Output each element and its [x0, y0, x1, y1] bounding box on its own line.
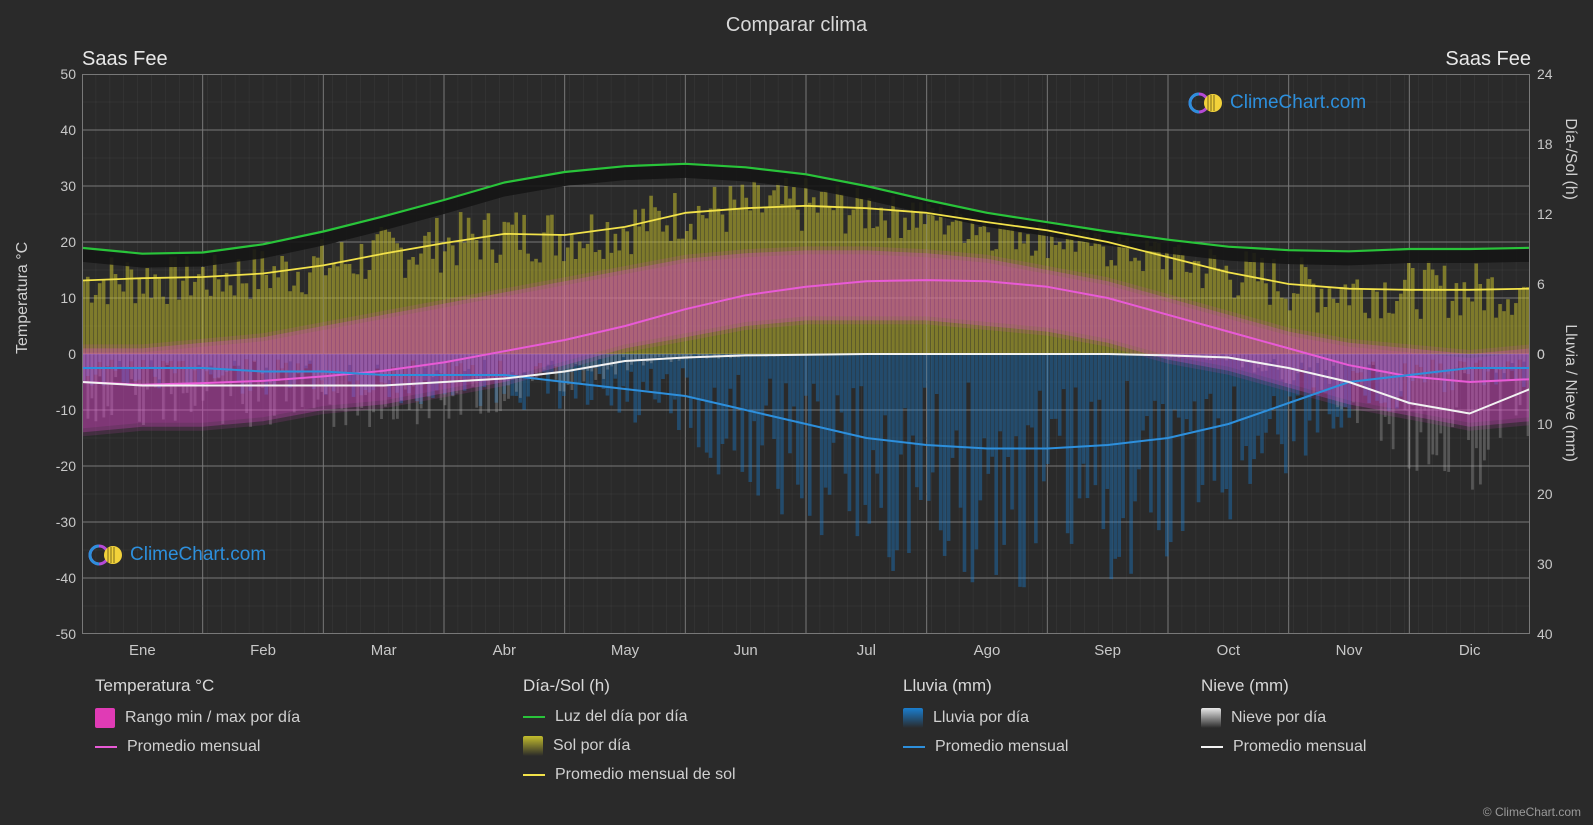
xtick-month: Abr	[484, 642, 524, 659]
legend-label: Promedio mensual	[1233, 738, 1366, 756]
location-label-left: Saas Fee	[82, 48, 168, 71]
legend-swatch	[903, 708, 923, 728]
legend-column: Día-/Sol (h) Luz del día por día Sol por d…	[523, 676, 903, 784]
chart-container: Comparar clima Saas Fee Saas Fee Tempera…	[0, 0, 1593, 825]
xtick-month: Nov	[1329, 642, 1369, 659]
xtick-month: Dic	[1450, 642, 1490, 659]
ytick-left: 50	[48, 66, 76, 82]
legend-label: Nieve por día	[1231, 709, 1326, 727]
legend-item: Sol por día	[523, 736, 903, 756]
ytick-right-day: 12	[1537, 206, 1561, 222]
y-axis-label-left: Temperatura °C	[14, 242, 32, 354]
logo-text: ClimeChart.com	[1230, 92, 1366, 114]
legend-label: Promedio mensual	[127, 738, 260, 756]
legend-column: Lluvia (mm) Lluvia por día Promedio mensua…	[903, 676, 1201, 784]
legend-heading: Lluvia (mm)	[903, 676, 1201, 696]
legend-column: Nieve (mm) Nieve por día Promedio mensual	[1201, 676, 1481, 784]
y-axis-label-right-daylight: Día-/Sol (h)	[1561, 118, 1579, 200]
legend-swatch	[903, 746, 925, 748]
xtick-month: Jun	[726, 642, 766, 659]
ytick-left: -50	[48, 626, 76, 642]
legend-heading: Nieve (mm)	[1201, 676, 1481, 696]
legend-label: Lluvia por día	[933, 709, 1029, 727]
xtick-month: May	[605, 642, 645, 659]
xtick-month: Ene	[122, 642, 162, 659]
legend-swatch	[1201, 746, 1223, 748]
watermark-logo: ClimeChart.com	[88, 542, 266, 568]
chart-title: Comparar clima	[0, 14, 1593, 37]
xtick-month: Mar	[364, 642, 404, 659]
legend-heading: Temperatura °C	[95, 676, 523, 696]
legend-item: Promedio mensual	[903, 738, 1201, 756]
ytick-right-rain: 10	[1537, 416, 1561, 432]
xtick-month: Ago	[967, 642, 1007, 659]
y-axis-label-right-rain: Lluvia / Nieve (mm)	[1561, 324, 1579, 462]
ytick-right-rain: 20	[1537, 486, 1561, 502]
legend-item: Promedio mensual	[1201, 738, 1481, 756]
ytick-left: -20	[48, 458, 76, 474]
location-label-right: Saas Fee	[1445, 48, 1531, 71]
xtick-month: Sep	[1088, 642, 1128, 659]
legend: Temperatura °C Rango min / max por día Pro…	[95, 676, 1535, 784]
ytick-left: -40	[48, 570, 76, 586]
ytick-left: 0	[48, 346, 76, 362]
legend-label: Promedio mensual de sol	[555, 766, 736, 784]
plot-area	[82, 74, 1530, 634]
logo-icon	[88, 542, 124, 568]
legend-label: Sol por día	[553, 737, 630, 755]
legend-swatch	[523, 736, 543, 756]
logo-text: ClimeChart.com	[130, 544, 266, 566]
ytick-left: 30	[48, 178, 76, 194]
logo-icon	[1188, 90, 1224, 116]
ytick-right-day: 6	[1537, 276, 1561, 292]
legend-swatch	[95, 746, 117, 748]
ytick-left: 40	[48, 122, 76, 138]
legend-swatch	[523, 716, 545, 718]
ytick-right-rain: 0	[1537, 346, 1561, 362]
legend-swatch	[95, 708, 115, 728]
ytick-left: 10	[48, 290, 76, 306]
legend-item: Rango min / max por día	[95, 708, 523, 728]
legend-item: Promedio mensual	[95, 738, 523, 756]
xtick-month: Feb	[243, 642, 283, 659]
legend-swatch	[1201, 708, 1221, 728]
ytick-right-rain: 40	[1537, 626, 1561, 642]
legend-label: Luz del día por día	[555, 708, 688, 726]
legend-item: Luz del día por día	[523, 708, 903, 726]
ytick-right-rain: 30	[1537, 556, 1561, 572]
legend-item: Lluvia por día	[903, 708, 1201, 728]
legend-item: Promedio mensual de sol	[523, 766, 903, 784]
watermark-logo: ClimeChart.com	[1188, 90, 1366, 116]
ytick-left: -10	[48, 402, 76, 418]
copyright: © ClimeChart.com	[1483, 805, 1581, 819]
legend-swatch	[523, 774, 545, 776]
ytick-right-day: 24	[1537, 66, 1561, 82]
ytick-left: 20	[48, 234, 76, 250]
legend-heading: Día-/Sol (h)	[523, 676, 903, 696]
legend-column: Temperatura °C Rango min / max por día Pro…	[95, 676, 523, 784]
xtick-month: Jul	[846, 642, 886, 659]
legend-item: Nieve por día	[1201, 708, 1481, 728]
legend-label: Rango min / max por día	[125, 709, 300, 727]
ytick-left: -30	[48, 514, 76, 530]
xtick-month: Oct	[1208, 642, 1248, 659]
legend-label: Promedio mensual	[935, 738, 1068, 756]
ytick-right-day: 18	[1537, 136, 1561, 152]
